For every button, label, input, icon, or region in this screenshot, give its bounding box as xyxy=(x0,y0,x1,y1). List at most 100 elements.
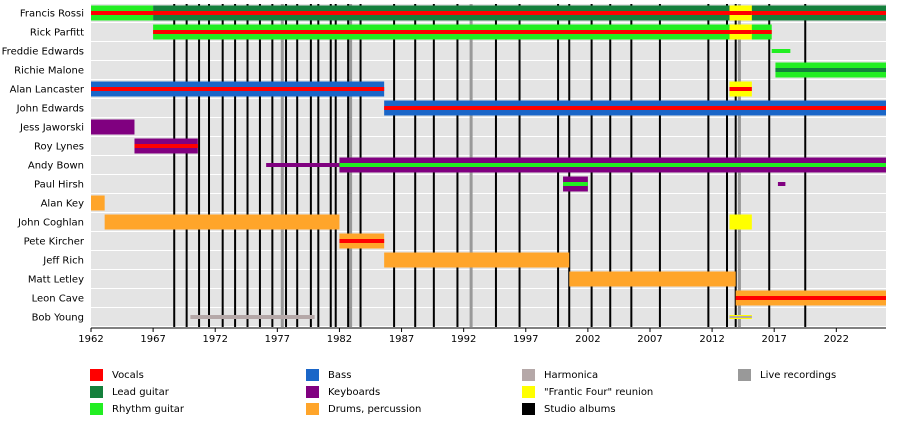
role-bar xyxy=(563,182,588,186)
row-background xyxy=(91,118,886,136)
role-bar xyxy=(339,239,385,243)
legend-label: Vocals xyxy=(112,370,144,381)
member-name: Bob Young xyxy=(32,313,84,324)
row-background xyxy=(91,270,886,288)
row-background xyxy=(91,175,886,193)
x-tick-label: 2012 xyxy=(699,334,724,345)
member-name: Roy Lynes xyxy=(34,142,84,153)
legend-swatch xyxy=(90,369,103,381)
x-tick-label: 2022 xyxy=(824,334,849,345)
member-name: Alan Lancaster xyxy=(10,85,85,96)
row-background xyxy=(91,42,886,60)
legend-swatch xyxy=(522,386,535,398)
member-span xyxy=(153,5,886,21)
role-bar xyxy=(266,163,340,167)
member-span xyxy=(771,49,791,53)
x-tick-label: 1997 xyxy=(513,334,538,345)
member-span xyxy=(384,100,886,116)
member-name: Jess Jaworski xyxy=(19,123,84,134)
member-span xyxy=(384,252,570,268)
legend-label: Rhythm guitar xyxy=(112,404,185,415)
role-bar xyxy=(775,68,886,72)
role-bar xyxy=(729,316,752,318)
role-bar xyxy=(104,214,340,230)
legend-swatch xyxy=(306,369,319,381)
role-bar xyxy=(339,163,886,167)
member-span xyxy=(190,315,315,319)
member-name: Leon Cave xyxy=(32,294,84,305)
legend-label: Bass xyxy=(328,370,351,381)
legend-label: "Frantic Four" reunion xyxy=(544,387,653,398)
role-bar xyxy=(153,30,772,34)
role-bar xyxy=(729,87,752,91)
role-bar xyxy=(91,119,135,135)
role-bar xyxy=(91,195,105,211)
member-name: Matt Letley xyxy=(28,275,84,286)
member-name: Andy Bown xyxy=(28,161,84,172)
member-span xyxy=(729,24,752,40)
member-span xyxy=(104,214,340,230)
member-name: Freddie Edwards xyxy=(2,47,84,58)
row-background xyxy=(91,61,886,79)
role-bar xyxy=(190,315,315,319)
x-tick-label: 1972 xyxy=(202,334,227,345)
member-name: Pete Kircher xyxy=(24,237,85,248)
x-tick-label: 2007 xyxy=(637,334,662,345)
role-bar xyxy=(729,11,752,15)
legend-swatch xyxy=(306,403,319,415)
role-bar xyxy=(134,144,198,148)
member-span xyxy=(91,195,105,211)
role-bar xyxy=(91,87,385,91)
role-bar xyxy=(569,271,736,287)
legend-swatch xyxy=(90,403,103,415)
member-name: Francis Rossi xyxy=(20,9,84,20)
row-background xyxy=(91,289,886,307)
x-tick-label: 2002 xyxy=(575,334,600,345)
legend-swatch xyxy=(738,369,751,381)
x-tick-label: 1977 xyxy=(265,334,290,345)
role-bar xyxy=(771,49,791,53)
role-bar xyxy=(91,11,154,15)
x-tick-label: 1992 xyxy=(451,334,476,345)
member-name: Rick Parfitt xyxy=(30,28,84,39)
member-name: John Coghlan xyxy=(17,218,84,229)
role-bar xyxy=(153,11,886,15)
legend-swatch xyxy=(522,403,535,415)
member-span xyxy=(777,182,786,186)
member-name: John Edwards xyxy=(16,104,84,115)
legend-swatch xyxy=(306,386,319,398)
member-span xyxy=(563,176,588,192)
member-span xyxy=(775,62,886,78)
member-name: Alan Key xyxy=(41,199,84,210)
member-span xyxy=(729,214,752,230)
legend-swatch xyxy=(90,386,103,398)
member-name: Paul Hirsh xyxy=(34,180,84,191)
member-name: Jeff Rich xyxy=(42,256,84,267)
x-tick-label: 1967 xyxy=(140,334,165,345)
member-span xyxy=(339,157,886,173)
role-bar xyxy=(777,182,786,186)
member-span xyxy=(91,81,385,97)
role-bar xyxy=(384,106,886,110)
member-span xyxy=(266,163,340,167)
member-span xyxy=(91,5,154,21)
member-span xyxy=(729,81,752,97)
member-span xyxy=(153,24,772,40)
x-tick-label: 1962 xyxy=(78,334,103,345)
row-background xyxy=(91,308,886,326)
member-span xyxy=(91,119,135,135)
x-tick-label: 1987 xyxy=(389,334,414,345)
role-bar xyxy=(735,296,886,300)
legend-label: Keyboards xyxy=(328,387,380,398)
x-tick-label: 2017 xyxy=(761,334,786,345)
legend-label: Lead guitar xyxy=(112,387,170,398)
legend-swatch xyxy=(522,369,535,381)
member-name: Richie Malone xyxy=(14,66,84,77)
member-span xyxy=(729,5,752,21)
row-background xyxy=(91,194,886,212)
member-span xyxy=(569,271,736,287)
member-span xyxy=(134,138,198,154)
role-bar xyxy=(729,30,752,34)
member-span xyxy=(729,315,752,319)
